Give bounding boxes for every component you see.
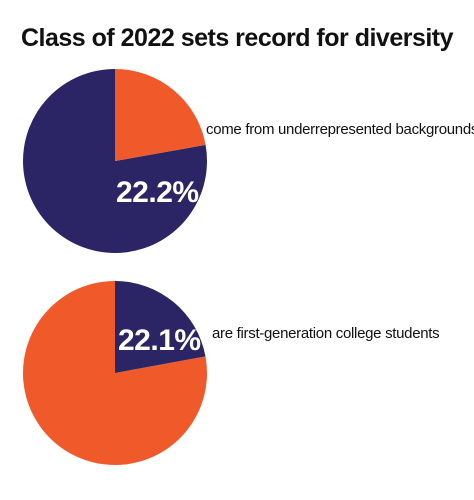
pie-2-annotation: are first-generation college students bbox=[212, 325, 440, 342]
pie-1-annotation: come from underrepresented backgrounds bbox=[206, 121, 474, 138]
pie-1-slice-highlight bbox=[115, 69, 206, 161]
pie-2-slice-highlight bbox=[115, 281, 206, 373]
pie-1-slice-main bbox=[23, 69, 208, 253]
pie-1-percent-label: 22.2% bbox=[116, 176, 199, 209]
pie-2-percent-label: 22.1% bbox=[118, 324, 201, 357]
chart-title: Class of 2022 sets record for diversity bbox=[20, 24, 454, 52]
pie-chart-2: 22.1% bbox=[23, 281, 208, 465]
pie-chart-1: 22.2% bbox=[23, 69, 208, 253]
pie-2-slice-main bbox=[23, 281, 208, 465]
